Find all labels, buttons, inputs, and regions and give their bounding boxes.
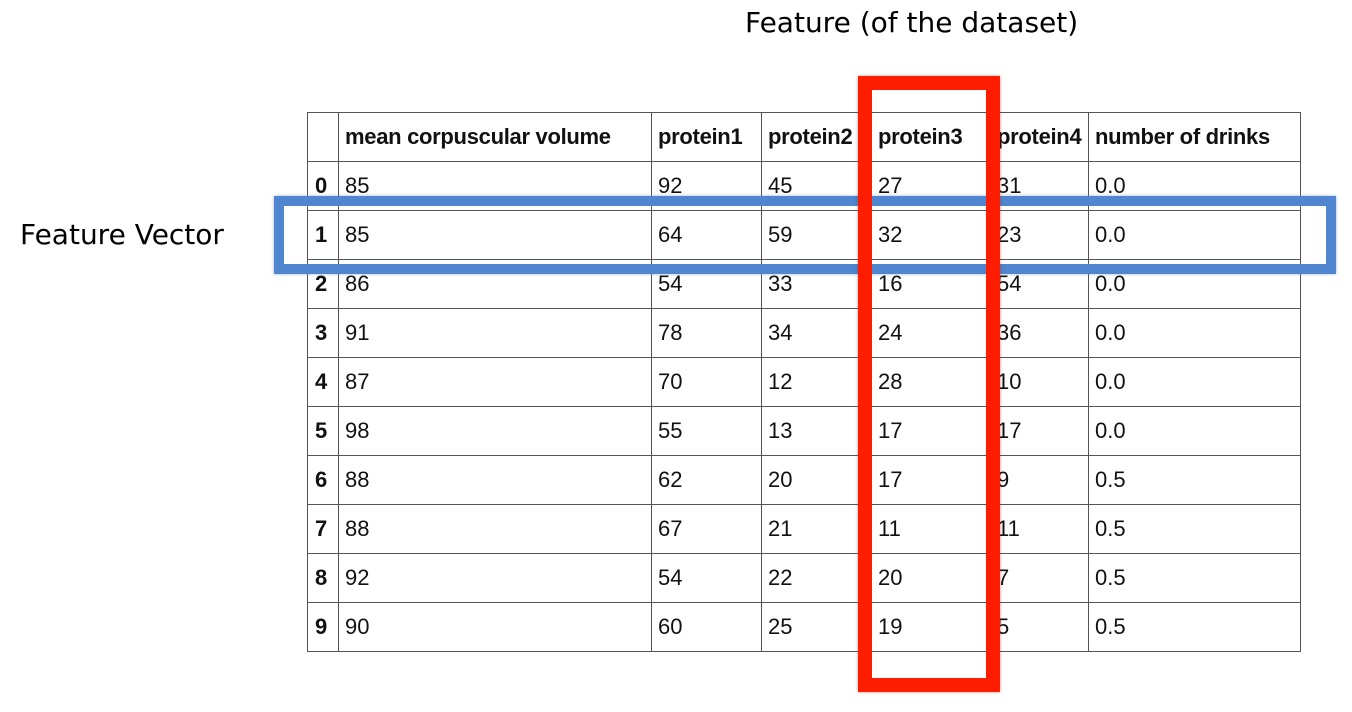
mean-corpuscular-volume-cell: 88 bbox=[338, 504, 652, 554]
feature-vector-highlight bbox=[274, 196, 1336, 274]
row-index: 9 bbox=[307, 602, 339, 652]
row-index: 4 bbox=[307, 357, 339, 407]
mean-corpuscular-volume-cell: 87 bbox=[338, 357, 652, 407]
feature-label: Feature (of the dataset) bbox=[745, 6, 1079, 39]
protein2-cell: 25 bbox=[761, 602, 872, 652]
protein2-cell: 34 bbox=[761, 308, 872, 358]
protein1-cell: 70 bbox=[651, 357, 762, 407]
protein1-cell: 60 bbox=[651, 602, 762, 652]
dataset-table: mean corpuscular volume protein1 protein… bbox=[307, 112, 1301, 652]
number-of-drinks-cell: 0.5 bbox=[1088, 455, 1301, 505]
protein3-cell: 11 bbox=[871, 504, 991, 554]
mean-corpuscular-volume-cell: 98 bbox=[338, 406, 652, 456]
mean-corpuscular-volume-cell: 91 bbox=[338, 308, 652, 358]
header-row: mean corpuscular volume protein1 protein… bbox=[307, 112, 1301, 162]
protein2-cell: 22 bbox=[761, 553, 872, 603]
row-index: 6 bbox=[307, 455, 339, 505]
feature-vector-label: Feature Vector bbox=[20, 218, 224, 251]
table-row: 8 92 54 22 20 7 0.5 bbox=[307, 553, 1301, 603]
feature-column-highlight bbox=[858, 76, 1000, 692]
protein4-cell: 9 bbox=[990, 455, 1089, 505]
number-of-drinks-cell: 0.5 bbox=[1088, 602, 1301, 652]
protein3-cell: 24 bbox=[871, 308, 991, 358]
header-protein1: protein1 bbox=[651, 112, 762, 162]
table-row: 6 88 62 20 17 9 0.5 bbox=[307, 455, 1301, 505]
table-row: 7 88 67 21 11 11 0.5 bbox=[307, 504, 1301, 554]
mean-corpuscular-volume-cell: 88 bbox=[338, 455, 652, 505]
protein2-cell: 12 bbox=[761, 357, 872, 407]
number-of-drinks-cell: 0.0 bbox=[1088, 406, 1301, 456]
protein3-cell: 28 bbox=[871, 357, 991, 407]
table-row: 9 90 60 25 19 5 0.5 bbox=[307, 602, 1301, 652]
protein1-cell: 67 bbox=[651, 504, 762, 554]
protein3-cell: 32 bbox=[871, 210, 991, 260]
protein2-cell: 20 bbox=[761, 455, 872, 505]
protein1-cell: 55 bbox=[651, 406, 762, 456]
table-row: 3 91 78 34 24 36 0.0 bbox=[307, 308, 1301, 358]
header-protein4: protein4 bbox=[990, 112, 1089, 162]
protein4-cell: 36 bbox=[990, 308, 1089, 358]
row-index: 8 bbox=[307, 553, 339, 603]
number-of-drinks-cell: 0.0 bbox=[1088, 308, 1301, 358]
protein2-cell: 21 bbox=[761, 504, 872, 554]
protein3-cell: 19 bbox=[871, 602, 991, 652]
row-index: 3 bbox=[307, 308, 339, 358]
mean-corpuscular-volume-cell: 92 bbox=[338, 553, 652, 603]
protein1-cell: 54 bbox=[651, 553, 762, 603]
protein2-cell: 59 bbox=[761, 210, 872, 260]
protein4-cell: 11 bbox=[990, 504, 1089, 554]
table-row: 5 98 55 13 17 17 0.0 bbox=[307, 406, 1301, 456]
protein1-cell: 78 bbox=[651, 308, 762, 358]
header-number-of-drinks: number of drinks bbox=[1088, 112, 1301, 162]
mean-corpuscular-volume-cell: 90 bbox=[338, 602, 652, 652]
header-mean-corpuscular-volume: mean corpuscular volume bbox=[338, 112, 652, 162]
protein4-cell: 7 bbox=[990, 553, 1089, 603]
number-of-drinks-cell: 0.5 bbox=[1088, 553, 1301, 603]
header-protein3: protein3 bbox=[871, 112, 991, 162]
table-row: 4 87 70 12 28 10 0.0 bbox=[307, 357, 1301, 407]
protein4-cell: 5 bbox=[990, 602, 1089, 652]
row-index: 1 bbox=[307, 210, 339, 260]
number-of-drinks-cell: 0.0 bbox=[1088, 357, 1301, 407]
table-row: 1 85 64 59 32 23 0.0 bbox=[307, 210, 1301, 260]
protein3-cell: 17 bbox=[871, 406, 991, 456]
protein2-cell: 13 bbox=[761, 406, 872, 456]
protein4-cell: 17 bbox=[990, 406, 1089, 456]
protein1-cell: 64 bbox=[651, 210, 762, 260]
protein4-cell: 10 bbox=[990, 357, 1089, 407]
row-index: 5 bbox=[307, 406, 339, 456]
number-of-drinks-cell: 0.0 bbox=[1088, 210, 1301, 260]
row-index: 7 bbox=[307, 504, 339, 554]
header-protein2: protein2 bbox=[761, 112, 872, 162]
protein1-cell: 62 bbox=[651, 455, 762, 505]
header-index bbox=[307, 112, 339, 162]
number-of-drinks-cell: 0.5 bbox=[1088, 504, 1301, 554]
